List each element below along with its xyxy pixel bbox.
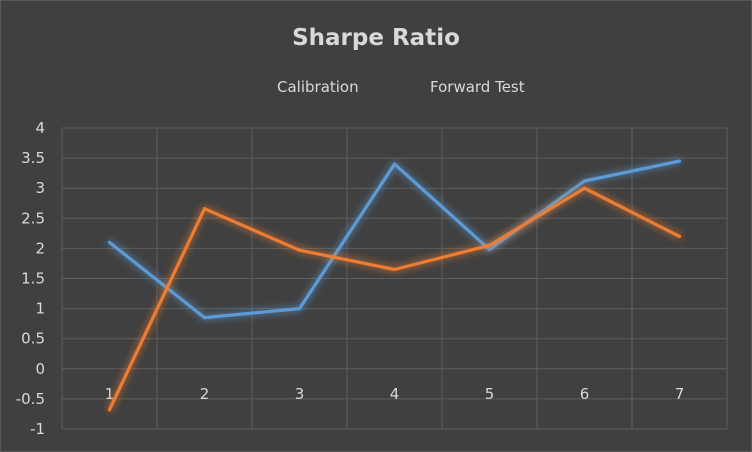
data-point — [582, 186, 587, 190]
data-point — [202, 207, 207, 211]
y-tick-label: 2.5 — [21, 209, 45, 227]
data-point — [202, 316, 207, 320]
gridlines — [61, 127, 728, 430]
data-point — [487, 248, 492, 252]
x-tick-label: 6 — [580, 385, 590, 403]
y-axis-ticks: 4 3.5 3 2.5 2 1.5 1 0.5 0 -0.5 -1 — [16, 119, 45, 438]
y-tick-label: 1 — [35, 300, 45, 318]
x-tick-label: 4 — [390, 385, 400, 403]
x-tick-label: 7 — [675, 385, 685, 403]
y-tick-label: 0.5 — [21, 330, 45, 348]
data-point — [107, 240, 112, 244]
data-point — [297, 248, 302, 252]
x-axis-ticks: 1 2 3 4 5 6 7 — [105, 385, 685, 403]
series-line-calibration — [107, 159, 682, 320]
data-point — [677, 159, 682, 163]
y-tick-label: 3.5 — [21, 149, 45, 167]
data-point — [297, 307, 302, 311]
data-point — [107, 408, 112, 412]
x-tick-label: 5 — [485, 385, 495, 403]
series-line-forward-test — [107, 186, 682, 412]
y-tick-label: 4 — [35, 119, 45, 137]
y-tick-label: 3 — [35, 179, 45, 197]
legend: Calibration Forward Test — [230, 78, 525, 96]
data-point — [677, 234, 682, 238]
series-lines — [107, 159, 682, 412]
data-point — [392, 162, 397, 166]
legend-label: Forward Test — [430, 78, 525, 96]
y-tick-label: 0 — [35, 360, 45, 378]
y-tick-label: -1 — [30, 420, 45, 438]
data-point — [392, 267, 397, 272]
x-tick-label: 3 — [295, 385, 305, 403]
y-tick-label: 1.5 — [21, 270, 45, 288]
data-point — [487, 243, 492, 247]
y-tick-label: 2 — [35, 239, 45, 257]
chart-title: Sharpe Ratio — [292, 25, 460, 51]
x-tick-label: 1 — [105, 385, 115, 403]
legend-label: Calibration — [277, 78, 359, 96]
x-tick-label: 2 — [200, 385, 210, 403]
data-point — [582, 179, 587, 183]
y-tick-label: -0.5 — [16, 390, 45, 408]
